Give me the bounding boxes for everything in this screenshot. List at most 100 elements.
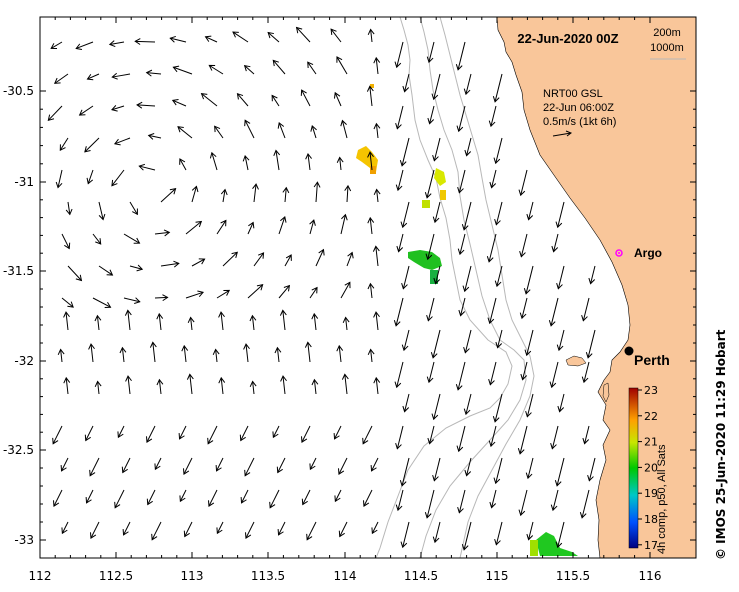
- land-mass: [496, 17, 696, 558]
- plot-border: [39, 16, 697, 559]
- current-arrow: [183, 521, 193, 538]
- current-arrow: [313, 181, 321, 203]
- current-arrow: [274, 346, 282, 363]
- current-arrow: [307, 61, 317, 75]
- current-arrow: [373, 376, 381, 395]
- current-arrow: [373, 311, 380, 331]
- imos-credit: © IMOS 25-Jun-2020 11:29 Hobart: [714, 329, 728, 560]
- current-arrow: [304, 341, 312, 363]
- current-arrow: [160, 260, 180, 268]
- current-arrow: [492, 393, 503, 423]
- y-tick-label: -32.5: [3, 443, 34, 457]
- current-arrow: [525, 457, 534, 480]
- current-arrow: [156, 312, 164, 331]
- current-arrow: [171, 99, 187, 107]
- current-arrow: [555, 201, 565, 229]
- current-arrow: [427, 105, 435, 125]
- current-arrow: [315, 248, 325, 267]
- current-arrow: [457, 489, 466, 514]
- current-arrow: [492, 73, 503, 103]
- current-arrow: [89, 457, 100, 477]
- current-arrow: [551, 233, 559, 253]
- x-tick-label: 113: [181, 569, 204, 583]
- current-arrow: [372, 245, 380, 267]
- current-arrow: [98, 201, 106, 221]
- current-arrow: [85, 489, 94, 504]
- current-arrow: [556, 329, 565, 352]
- current-arrow: [253, 252, 265, 267]
- y-tick-label: -33: [14, 533, 34, 547]
- current-arrow: [267, 31, 280, 43]
- current-arrow: [272, 425, 280, 439]
- current-arrow: [295, 26, 311, 43]
- current-arrow: [457, 169, 466, 194]
- current-arrow: [284, 254, 292, 267]
- current-arrow: [216, 521, 224, 535]
- current-arrow: [426, 297, 435, 322]
- current-arrow: [494, 265, 503, 288]
- current-arrow: [63, 311, 70, 331]
- current-arrow: [52, 425, 63, 445]
- sst-colorbar: [628, 387, 639, 549]
- current-arrow: [88, 343, 95, 363]
- current-arrow: [394, 361, 404, 389]
- current-arrow: [309, 457, 317, 471]
- y-tick-label: -31.5: [3, 264, 34, 278]
- current-arrow: [63, 376, 71, 395]
- current-arrow: [402, 73, 410, 93]
- current-arrow: [111, 105, 125, 112]
- current-arrow: [554, 457, 565, 487]
- map-title: 22-Jun-2020 00Z: [517, 31, 618, 46]
- current-arrow: [432, 457, 441, 482]
- current-arrow: [395, 425, 404, 450]
- x-tick-label: 113.5: [251, 569, 285, 583]
- perth-marker: [624, 346, 634, 356]
- current-arrow: [424, 489, 435, 519]
- current-arrow: [519, 297, 528, 320]
- current-arrow: [86, 169, 94, 185]
- current-arrow: [277, 521, 286, 536]
- current-arrow: [185, 220, 203, 235]
- colorbar-tick-label: 19: [644, 487, 658, 500]
- current-arrow: [346, 251, 354, 267]
- y-tick-label: -31: [14, 175, 34, 189]
- current-arrow: [146, 425, 156, 443]
- current-arrow: [247, 221, 255, 235]
- x-tick-label: 115.5: [556, 569, 590, 583]
- current-arrow: [400, 521, 410, 549]
- current-arrow: [517, 425, 528, 455]
- current-arrow: [111, 72, 131, 80]
- current-arrow: [336, 344, 344, 363]
- current-arrow: [243, 64, 255, 75]
- current-arrow: [486, 233, 497, 263]
- current-arrow: [145, 69, 162, 77]
- current-arrow: [455, 361, 466, 391]
- current-arrow: [53, 489, 63, 507]
- current-arrow: [178, 425, 187, 440]
- current-arrow: [333, 425, 342, 440]
- current-arrow: [430, 329, 441, 359]
- current-arrow: [114, 489, 125, 509]
- colorbar-tick-label: 21: [644, 436, 658, 449]
- current-arrow: [395, 489, 404, 512]
- current-arrow: [216, 219, 227, 235]
- current-arrow: [209, 151, 218, 171]
- current-arrow: [278, 216, 287, 235]
- current-arrow: [149, 341, 157, 363]
- current-arrow: [494, 201, 503, 226]
- current-arrow: [220, 188, 228, 203]
- current-arrow: [245, 521, 255, 539]
- current-arrow: [523, 265, 534, 295]
- current-arrow: [121, 457, 131, 474]
- current-arrow: [111, 169, 125, 187]
- current-arrow: [232, 31, 249, 43]
- sst-patches: [356, 84, 578, 556]
- current-arrow: [494, 521, 503, 546]
- current-arrow: [433, 265, 441, 285]
- current-arrow: [488, 425, 497, 448]
- current-arrow: [252, 183, 259, 203]
- perth-label: Perth: [634, 352, 670, 368]
- current-arrow: [84, 425, 94, 442]
- current-arrow: [47, 105, 63, 122]
- current-arrow: [280, 375, 287, 395]
